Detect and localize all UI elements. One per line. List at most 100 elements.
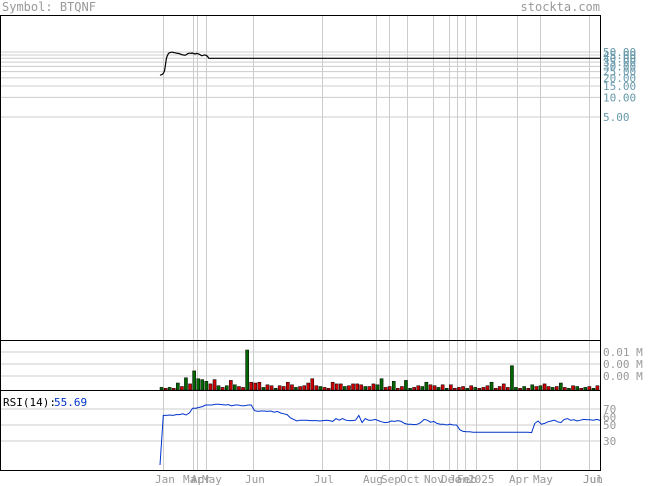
volume-bar <box>514 387 518 391</box>
volume-bar <box>371 383 376 391</box>
volume-bar <box>567 388 571 391</box>
volume-bar <box>404 380 408 391</box>
volume-bar <box>375 384 380 391</box>
x-tick-label: Apr <box>191 473 211 486</box>
x-tick-label: Sep <box>381 473 401 486</box>
volume-bar <box>347 385 351 391</box>
volume-bar <box>208 383 213 391</box>
volume-bar <box>510 365 514 391</box>
volume-bar <box>261 387 266 391</box>
rsi-tick-label: 30 <box>603 435 616 448</box>
price-tick-label: 30.00 <box>603 60 636 73</box>
x-tick-label: Oct <box>400 473 420 486</box>
volume-bar <box>224 385 229 391</box>
volume-bar <box>465 388 469 391</box>
volume-tick-label: 0.00 M <box>603 370 643 383</box>
volume-bar <box>587 386 592 391</box>
price-tick-label: 45.00 <box>603 49 636 62</box>
price-tick-label: 5.00 <box>603 111 630 124</box>
price-tick-label: 35.00 <box>603 56 636 69</box>
volume-bar <box>167 387 172 391</box>
x-tick-label: Dec <box>441 473 461 486</box>
volume-bar <box>400 386 404 391</box>
volume-bar <box>330 381 335 391</box>
volume-bar <box>542 383 547 391</box>
volume-bar <box>355 383 359 391</box>
x-tick-label: 2025 <box>468 473 495 486</box>
volume-bar <box>290 384 294 391</box>
volume-bar <box>571 385 575 391</box>
volume-bar <box>432 385 437 391</box>
symbol-value: BTQNF <box>59 0 96 14</box>
volume-bar <box>233 384 237 391</box>
volume-bar <box>408 388 412 391</box>
price-tick-label: 40.00 <box>603 52 636 65</box>
volume-bar <box>159 387 164 391</box>
volume-bar <box>339 383 343 391</box>
price-tick-label: 15.00 <box>603 80 636 93</box>
volume-bar <box>281 386 286 391</box>
volume-bar <box>554 386 559 391</box>
price-tick-label: 20.00 <box>603 72 636 85</box>
volume-bar <box>526 388 531 391</box>
volume-bar <box>286 381 290 391</box>
volume-bar <box>204 381 209 391</box>
volume-bar <box>485 385 490 391</box>
volume-bar <box>310 378 315 391</box>
volume-bar <box>343 386 347 391</box>
volume-bar <box>420 386 425 391</box>
volume-bar <box>428 384 433 391</box>
price-tick-label: 50.00 <box>603 46 636 59</box>
price-panel: 5.00 10.0015.0020.0025.0030.0035.0040.004… <box>0 15 636 470</box>
x-tick-label: Mar <box>183 473 203 486</box>
volume-bar <box>379 378 384 391</box>
rsi-value: 55.69 <box>54 396 87 409</box>
volume-bar <box>326 388 331 391</box>
volume-bar <box>506 387 510 391</box>
volume-bar <box>237 386 241 391</box>
price-tick-label: 25.00 <box>603 66 636 79</box>
rsi-series-line <box>159 403 601 466</box>
volume-bar <box>294 387 298 391</box>
price-series-line <box>159 51 600 76</box>
rsi-label: RSI(14): <box>3 396 56 409</box>
volume-bar <box>306 382 311 391</box>
x-tick-label: Jun <box>583 473 603 486</box>
volume-bar <box>196 378 201 391</box>
volume-bar <box>265 384 270 391</box>
volume-bar <box>477 388 482 391</box>
volume-bar <box>302 385 306 391</box>
volume-tick-label: 0.00 M <box>603 358 643 371</box>
volume-bar <box>277 385 282 391</box>
volume-bar <box>249 381 253 391</box>
volume-bar <box>188 383 192 391</box>
volume-bar <box>359 384 363 391</box>
volume-bar <box>412 387 416 391</box>
volume-bar <box>216 385 221 391</box>
volume-bar <box>493 388 498 391</box>
volume-bar <box>269 385 274 391</box>
volume-bar <box>583 387 588 391</box>
volume-bar <box>383 387 388 391</box>
rsi-tick-label: 70 <box>603 403 616 416</box>
volume-bar <box>550 387 555 391</box>
price-frame <box>0 15 601 341</box>
x-tick-label: Nov <box>424 473 444 486</box>
volume-bar <box>444 388 449 391</box>
volume-bar <box>563 387 567 391</box>
volume-bar <box>497 386 502 391</box>
brand-link[interactable]: stockta.com <box>520 0 600 14</box>
x-tick-label: May <box>533 473 553 486</box>
x-tick-label: Aug <box>363 473 383 486</box>
volume-bar <box>163 388 168 391</box>
volume-bar <box>192 370 196 391</box>
price-tick-label: 10.00 <box>603 91 636 104</box>
volume-bar <box>273 388 278 391</box>
volume-bar <box>396 388 400 391</box>
volume-bar <box>416 385 421 391</box>
volume-bar <box>257 381 262 391</box>
volume-bar <box>245 349 249 391</box>
volume-bar <box>424 381 429 391</box>
volume-bar <box>538 385 543 391</box>
